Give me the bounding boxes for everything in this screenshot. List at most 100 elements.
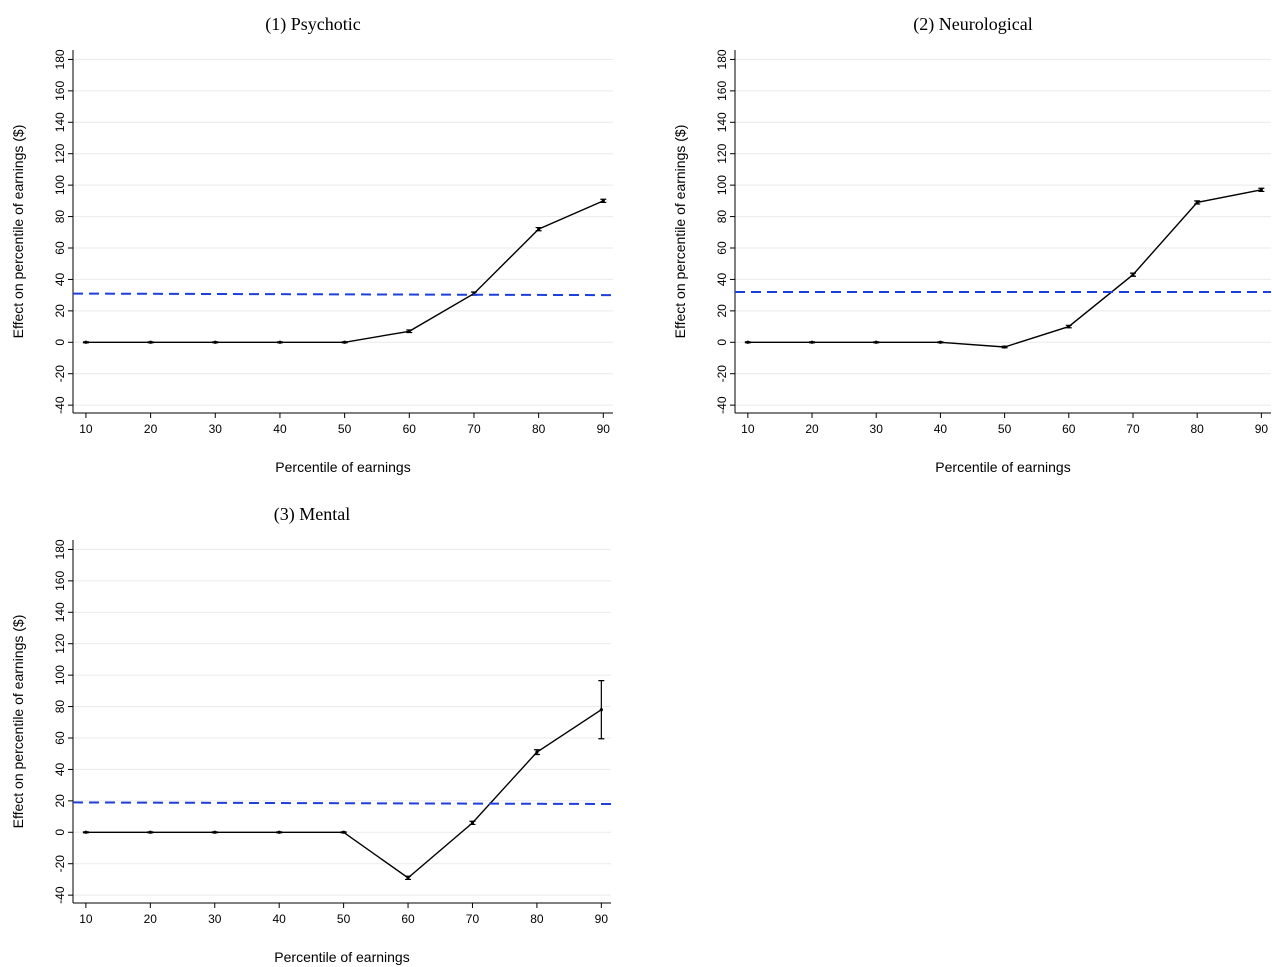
x-axis-label: Percentile of earnings	[935, 459, 1070, 475]
y-tick-label: 40	[715, 272, 729, 286]
point	[343, 340, 347, 344]
y-tick-label: -40	[53, 886, 67, 904]
x-tick-label: 40	[273, 422, 287, 436]
y-tick-label: 100	[53, 665, 67, 685]
point	[277, 830, 281, 834]
y-tick-label: 20	[53, 794, 67, 808]
point	[148, 830, 152, 834]
point	[1259, 188, 1263, 192]
y-tick-label: -40	[53, 396, 67, 414]
point	[1067, 324, 1071, 329]
y-tick-label: 120	[53, 143, 67, 163]
y-tick-label: 100	[53, 175, 67, 195]
y-tick-label: -20	[715, 365, 729, 383]
data-line	[85, 709, 602, 879]
y-tick-label: 0	[53, 829, 67, 836]
x-tick-label: 50	[337, 912, 351, 926]
x-tick-label: 80	[1191, 422, 1205, 436]
x-tick-label: 10	[79, 912, 93, 926]
y-tick-label: 100	[715, 175, 729, 195]
y-tick-label: 180	[53, 539, 67, 559]
y-tick-label: 120	[53, 633, 67, 653]
x-tick-label: 60	[403, 422, 417, 436]
y-tick-label: 40	[53, 762, 67, 776]
x-axis-label: Percentile of earnings	[274, 949, 409, 965]
point	[938, 340, 943, 344]
x-tick-label: 20	[144, 912, 158, 926]
point	[537, 227, 541, 231]
y-tick-label: 80	[53, 210, 67, 224]
y-tick-label: 80	[715, 210, 729, 224]
x-tick-label: 10	[79, 422, 93, 436]
reference-line	[72, 801, 612, 805]
y-tick-label: 60	[53, 241, 67, 255]
x-tick-label: 60	[1062, 422, 1076, 436]
y-tick-label: 20	[715, 304, 729, 318]
y-tick-label: 60	[715, 241, 729, 255]
chart-title: (2) Neurological	[913, 14, 1032, 35]
point	[1195, 200, 1199, 205]
point	[535, 750, 539, 754]
x-tick-label: 80	[530, 912, 544, 926]
point	[149, 340, 153, 344]
point	[601, 199, 605, 203]
data-line	[85, 200, 604, 343]
data-line	[747, 189, 1262, 348]
x-tick-label: 80	[532, 422, 546, 436]
point	[213, 340, 217, 344]
point	[810, 340, 814, 344]
point	[342, 830, 346, 834]
x-tick-label: 90	[597, 422, 611, 436]
chart-title: (1) Psychotic	[265, 14, 360, 35]
y-tick-label: 140	[715, 112, 729, 132]
point	[84, 340, 88, 344]
point	[278, 340, 282, 344]
x-tick-label: 20	[144, 422, 158, 436]
y-tick-label: 140	[53, 112, 67, 132]
x-tick-label: 70	[466, 912, 480, 926]
point	[599, 708, 603, 712]
point	[470, 821, 475, 825]
x-tick-label: 90	[1255, 422, 1269, 436]
x-tick-label: 50	[338, 422, 352, 436]
x-axis-label: Percentile of earnings	[275, 459, 410, 475]
point	[407, 329, 411, 333]
y-tick-label: 180	[715, 49, 729, 69]
y-tick-label: 180	[53, 49, 67, 69]
point	[746, 340, 750, 344]
y-axis-label: Effect on percentile of earnings ($)	[672, 125, 688, 339]
x-tick-label: 10	[741, 422, 755, 436]
y-tick-label: 160	[53, 571, 67, 591]
y-tick-label: 40	[53, 272, 67, 286]
x-tick-label: 60	[401, 912, 415, 926]
point	[213, 830, 217, 834]
x-tick-label: 30	[208, 912, 222, 926]
point	[84, 830, 88, 834]
x-tick-label: 20	[805, 422, 819, 436]
x-tick-label: 70	[1126, 422, 1140, 436]
y-tick-label: 60	[53, 731, 67, 745]
y-tick-label: 0	[715, 339, 729, 346]
y-tick-label: 160	[715, 81, 729, 101]
x-tick-label: 70	[467, 422, 481, 436]
y-tick-label: -40	[715, 396, 729, 414]
y-axis-label: Effect on percentile of earnings ($)	[10, 125, 26, 339]
point	[874, 340, 878, 344]
x-tick-label: 30	[209, 422, 223, 436]
point	[1131, 273, 1135, 277]
y-tick-label: -20	[53, 365, 67, 383]
y-tick-label: 80	[53, 700, 67, 714]
y-tick-label: -20	[53, 855, 67, 873]
chart-title: (3) Mental	[274, 504, 350, 525]
y-tick-label: 120	[715, 143, 729, 163]
point	[406, 876, 410, 880]
point	[1003, 345, 1007, 349]
y-tick-label: 0	[53, 339, 67, 346]
x-tick-label: 40	[934, 422, 948, 436]
y-tick-label: 140	[53, 602, 67, 622]
y-tick-label: 160	[53, 81, 67, 101]
y-axis-label: Effect on percentile of earnings ($)	[10, 615, 26, 829]
x-tick-label: 30	[870, 422, 884, 436]
